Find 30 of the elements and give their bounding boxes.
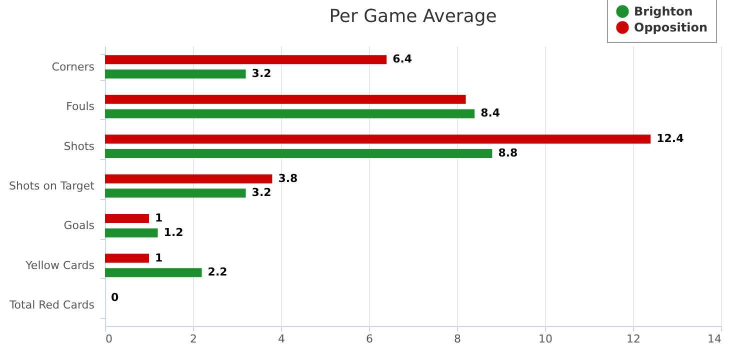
- data-label: 8.8: [498, 146, 518, 160]
- y-tick-label: Yellow Cards: [24, 258, 95, 272]
- y-tick-label: Fouls: [66, 100, 95, 114]
- chart-title: Per Game Average: [329, 6, 497, 27]
- y-tick-label: Shots on Target: [9, 180, 96, 192]
- data-label: 12.4: [656, 132, 684, 146]
- y-tick-label: Goals: [64, 219, 95, 232]
- x-tick-label: 10: [538, 332, 552, 346]
- data-label: 1.2: [164, 226, 184, 239]
- x-tick-label: 12: [626, 332, 640, 346]
- y-tick-label: Shots: [64, 140, 95, 153]
- data-label: 3.2: [252, 67, 272, 80]
- data-label: 2.2: [208, 266, 228, 279]
- legend-label: Opposition: [634, 20, 708, 34]
- data-label: 1: [155, 251, 163, 264]
- data-label: 1: [155, 212, 163, 225]
- legend-label: Brighton: [634, 4, 693, 18]
- x-tick-label: 6: [366, 332, 373, 346]
- data-label: 3.8: [278, 172, 298, 185]
- x-tick-label: 2: [190, 332, 197, 346]
- data-label: 8.4: [480, 106, 500, 120]
- data-label: 3.2: [252, 186, 272, 200]
- x-tick-label: 4: [278, 332, 285, 346]
- x-tick-label: 0: [106, 332, 112, 346]
- x-tick-label: 8: [454, 332, 461, 346]
- y-tick-label: Corners: [52, 60, 95, 74]
- data-label: 0: [111, 290, 119, 304]
- data-label: 6.4: [392, 52, 412, 66]
- y-tick-label: Total Red Cards: [8, 298, 95, 312]
- x-tick-label: 14: [708, 332, 722, 346]
